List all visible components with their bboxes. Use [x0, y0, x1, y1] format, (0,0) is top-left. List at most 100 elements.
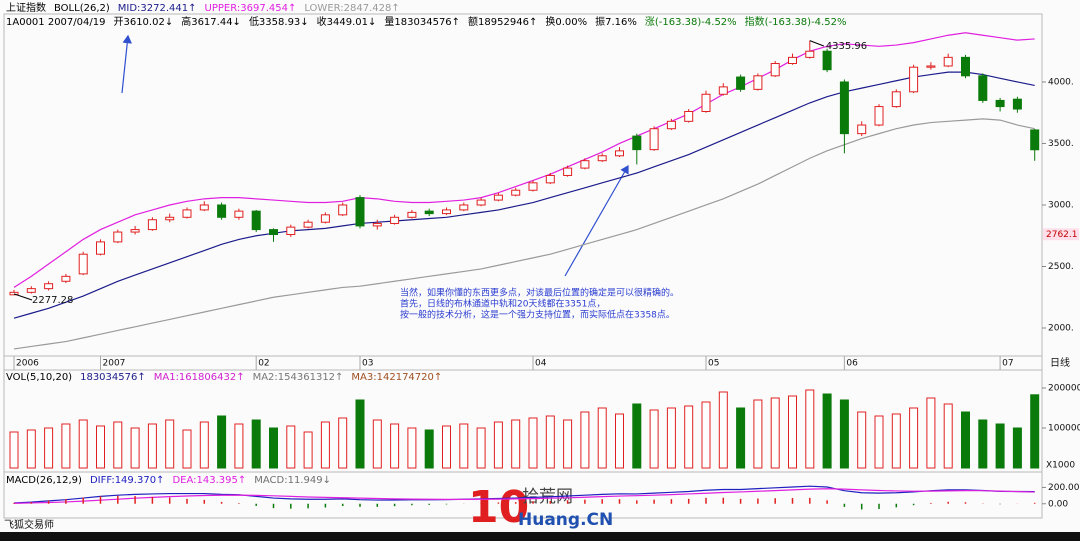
macd-frame — [3, 471, 1043, 519]
bottom-strip — [0, 532, 1080, 541]
candle-body — [874, 106, 884, 126]
volume-bar — [44, 427, 54, 469]
panel-title: MACD(26,12,9) — [6, 475, 82, 486]
y-tick-label: 100000 — [1048, 424, 1080, 434]
candle-body — [891, 91, 901, 108]
leader — [809, 40, 824, 47]
volume-bar — [1012, 427, 1022, 469]
candle-body — [563, 167, 573, 176]
note-line: 按一般的技术分析，这是一个强力支持位置，而实际低点在3358点。 — [400, 309, 675, 321]
candle-body — [736, 76, 746, 90]
legend-label: DIFF:149.370↑ — [90, 475, 164, 486]
volume-bar — [770, 397, 780, 469]
candle-body — [1012, 98, 1022, 110]
candle-body — [632, 135, 642, 151]
quote-item: 量183034576↑ — [384, 16, 460, 28]
candle-body — [320, 214, 330, 223]
quote-item: 振7.16% — [595, 15, 637, 28]
candle-body — [926, 65, 936, 68]
volume-bar — [666, 407, 676, 469]
indicator-line — [13, 485, 1035, 504]
x-tick-label: 07 — [1002, 359, 1013, 369]
volume-bar — [96, 425, 105, 469]
quote-item: 1A0001 2007/04/19 — [6, 17, 105, 28]
volume-bar — [199, 421, 209, 469]
volume-bar — [147, 423, 157, 469]
y-tick-label: 4000. — [1048, 77, 1074, 87]
candle-body — [805, 50, 815, 58]
quote-item: 涨(-163.38)-4.52% — [645, 16, 737, 28]
candle-body — [476, 199, 486, 206]
quote-item: 开3610.02↓ — [113, 17, 173, 28]
volume-bar — [615, 413, 624, 469]
legend-label: MACD:11.949↓ — [254, 475, 331, 486]
candle-body — [545, 174, 555, 184]
candle-body — [286, 226, 296, 236]
annotation: 2277.28 — [32, 295, 73, 306]
volume-bar — [632, 403, 642, 469]
volume-bar — [9, 431, 19, 469]
note-line: 当然，如果你懂的东西更多点，对该最后位置的确定是可以很精确的。 — [400, 287, 679, 299]
candle-body — [615, 150, 624, 157]
candle-body — [1030, 129, 1040, 151]
candle-body — [165, 216, 175, 221]
y-tick-label: 0.00 — [1048, 499, 1068, 509]
indicator: BOLL(26,2) — [54, 3, 110, 14]
candle-body — [839, 81, 849, 135]
volume-bar — [649, 409, 659, 469]
volume-bar — [390, 423, 400, 469]
footer: 飞狐交易师 — [4, 518, 54, 531]
y-tick-label: 3500. — [1048, 139, 1074, 149]
volume-bar — [891, 413, 901, 469]
volume-bar — [217, 415, 227, 469]
legend-label: LOWER:2847.428↑ — [304, 3, 399, 14]
volume-bar — [926, 397, 936, 469]
candle-body — [909, 66, 919, 93]
volume-bar — [407, 427, 417, 469]
volume-bar — [476, 427, 486, 469]
candle-body — [9, 291, 19, 296]
candle-body — [580, 160, 590, 169]
volume-bar — [857, 411, 867, 469]
candle-body — [701, 93, 711, 112]
y-tick-label: 3000. — [1048, 200, 1074, 210]
unit-label: X1000 — [1046, 461, 1075, 471]
arrow — [564, 164, 629, 277]
volume-bar — [338, 417, 348, 469]
period-label: 日线 — [1050, 356, 1070, 369]
volume-bar — [355, 399, 365, 469]
volume-bar — [26, 429, 36, 469]
leader — [13, 293, 33, 301]
quote-item: 指数(-163.38)-4.52% — [745, 15, 847, 28]
cursor-box — [1043, 228, 1079, 241]
candle-body — [407, 211, 417, 218]
candle-body — [788, 56, 797, 65]
panel-title: VOL(5,10,20) — [6, 372, 72, 383]
candle-body — [718, 86, 728, 95]
volume-bar — [372, 419, 382, 469]
candle-body — [666, 120, 676, 130]
volume-bar — [234, 423, 244, 469]
volume-bar — [78, 419, 88, 469]
chart-title: 上证指数 — [6, 1, 46, 14]
candle-body — [597, 155, 607, 162]
candle-body — [199, 204, 209, 211]
volume-bar — [597, 407, 607, 469]
x-tick-label: 2007 — [103, 359, 126, 369]
candle-body — [649, 128, 659, 151]
volume-bar — [909, 407, 919, 469]
volume-bar — [995, 423, 1005, 469]
x-tick-label: 2006 — [16, 359, 39, 369]
volume-bar — [303, 431, 313, 469]
volume-bar — [753, 399, 763, 469]
candle-body — [459, 204, 469, 211]
candle-body — [995, 99, 1005, 108]
candle-body — [44, 283, 54, 290]
y-tick-label: 2500. — [1048, 262, 1074, 272]
y-tick-label: 200.00 — [1048, 483, 1080, 493]
volume-bar — [165, 419, 175, 469]
x-tick-label: 05 — [708, 359, 719, 369]
volume-bar — [961, 411, 970, 469]
volume-bar — [61, 423, 71, 469]
